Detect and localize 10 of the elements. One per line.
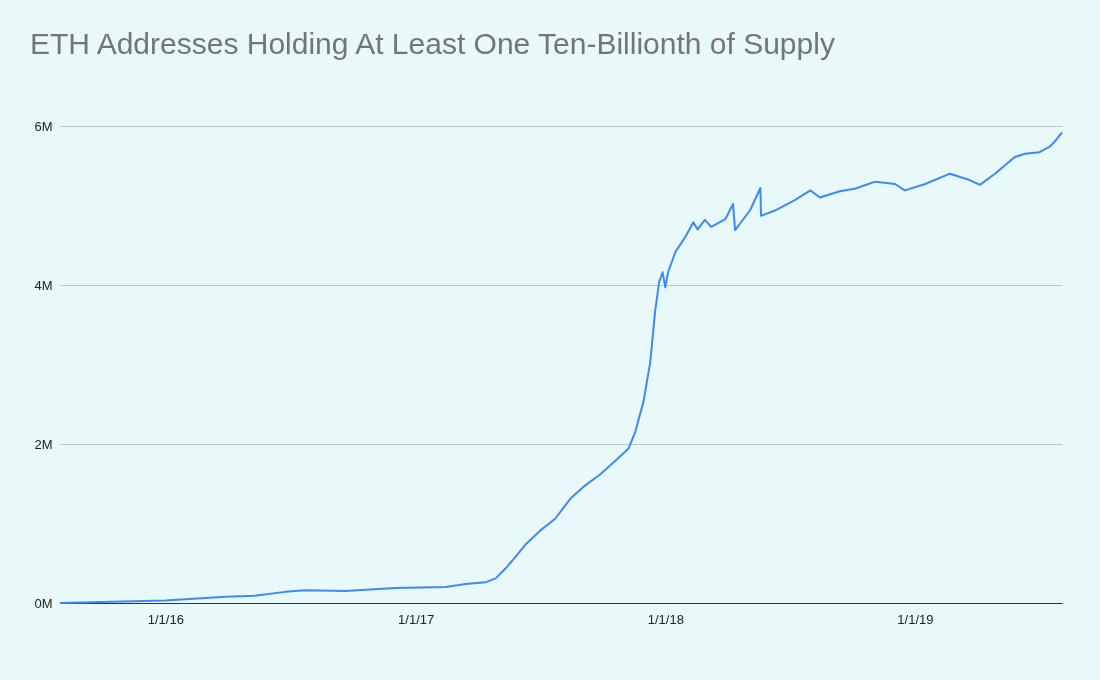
chart-title: ETH Addresses Holding At Least One Ten-Billionth of Supply bbox=[30, 27, 835, 60]
y-tick-label: 6M bbox=[34, 118, 53, 134]
x-tick-label: 1/1/16 bbox=[147, 611, 184, 627]
y-tick-label: 0M bbox=[34, 595, 53, 611]
x-tick-label: 1/1/17 bbox=[398, 611, 435, 627]
y-tick-label: 2M bbox=[34, 436, 53, 452]
x-tick-label: 1/1/19 bbox=[897, 611, 934, 627]
line-series bbox=[59, 131, 1063, 604]
y-tick-label: 4M bbox=[34, 277, 53, 293]
x-tick-label: 1/1/18 bbox=[647, 611, 684, 627]
